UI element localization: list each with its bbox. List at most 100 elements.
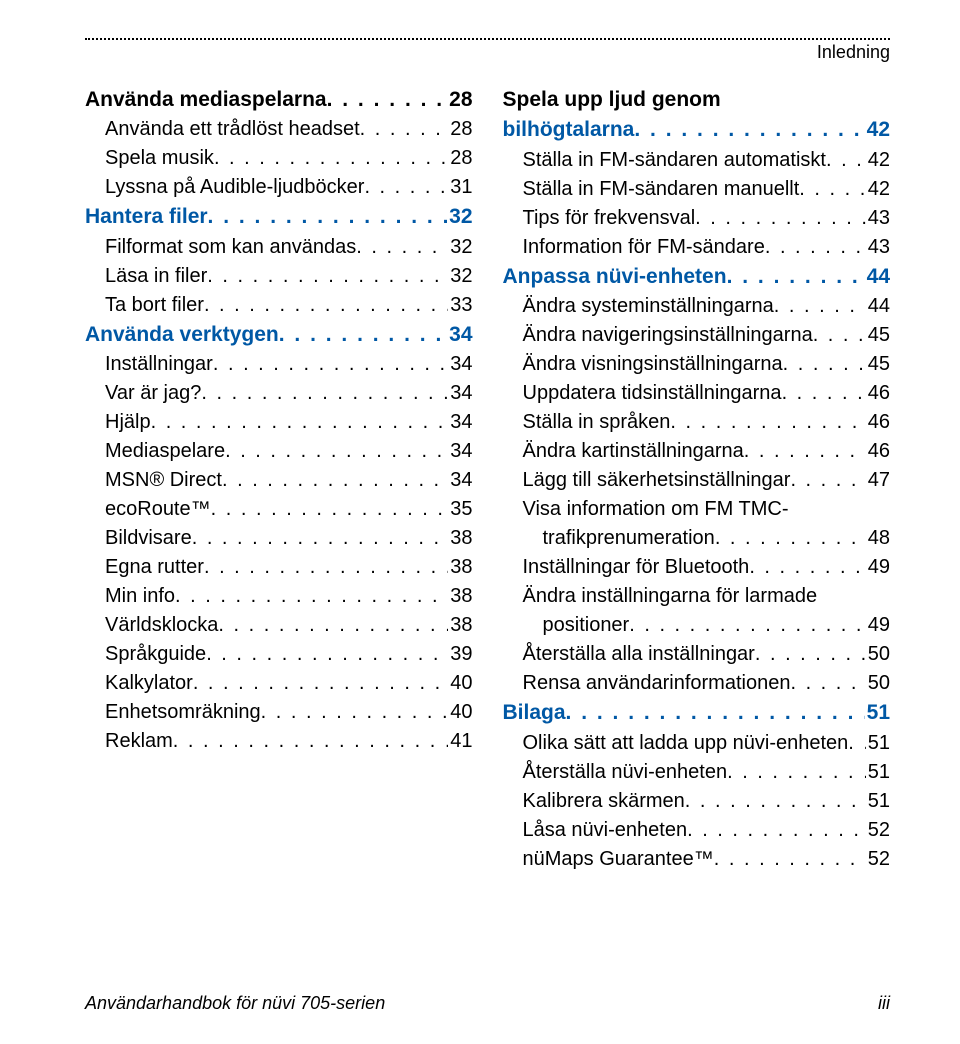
toc-dot-leader: . . . . . . . . . . . . . . . . . . . . … (204, 553, 448, 582)
toc-entry-page: 42 (866, 175, 890, 204)
toc-entry-page: 46 (866, 379, 890, 408)
toc-dot-leader: . . . . . . . . . . . . . . . . . . . . … (813, 321, 866, 350)
toc-section-heading: bilhögtalarna. . . . . . . . . . . . . .… (503, 115, 891, 145)
toc-entry-text: Mediaspelare (105, 437, 225, 466)
toc-entry-page: 52 (866, 845, 890, 874)
toc-entry-text: ecoRoute™ (105, 495, 211, 524)
toc-entry-page: 38 (448, 524, 472, 553)
toc-dot-leader: . . . . . . . . . . . . . . . . . . . . … (360, 115, 449, 144)
toc-entry-text: Ställa in FM-sändaren manuellt (523, 175, 800, 204)
toc-dot-leader: . . . . . . . . . . . . . . . . . . . . … (685, 787, 866, 816)
toc-entry-page: 51 (866, 758, 890, 787)
toc-entry: Var är jag?. . . . . . . . . . . . . . .… (85, 379, 473, 408)
toc-entry: Olika sätt att ladda upp nüvi-enheten. .… (503, 729, 891, 758)
toc-entry-text: Reklam (105, 727, 173, 756)
toc-entry: Ändra navigeringsinställningarna. . . . … (503, 321, 891, 350)
toc-dot-leader: . . . . . . . . . . . . . . . . . . . . … (566, 698, 865, 728)
toc-section-heading: Spela upp ljud genom (503, 85, 891, 115)
toc-entry: Mediaspelare. . . . . . . . . . . . . . … (85, 437, 473, 466)
toc-section-heading: Hantera filer. . . . . . . . . . . . . .… (85, 202, 473, 232)
toc-entry-text: Uppdatera tidsinställningarna (523, 379, 782, 408)
toc-dot-leader: . . . . . . . . . . . . . . . . . . . . … (670, 408, 865, 437)
toc-entry: Inställningar. . . . . . . . . . . . . .… (85, 350, 473, 379)
toc-dot-leader: . . . . . . . . . . . . . . . . . . . . … (774, 292, 866, 321)
toc-entry-page: 48 (866, 524, 890, 553)
toc-dot-leader: . . . . . . . . . . . . . . . . . . . . … (790, 466, 865, 495)
toc-entry-page: 52 (866, 816, 890, 845)
toc-entry: Ändra kartinställningarna. . . . . . . .… (503, 437, 891, 466)
toc-entry-text: Läsa in filer (105, 262, 207, 291)
toc-entry-text: Spela musik (105, 144, 214, 173)
toc-dot-leader: . . . . . . . . . . . . . . . . . . . . … (695, 204, 866, 233)
toc-dot-leader: . . . . . . . . . . . . . . . . . . . . … (782, 379, 866, 408)
toc-section-heading: Bilaga. . . . . . . . . . . . . . . . . … (503, 698, 891, 728)
toc-section-heading: Använda mediaspelarna. . . . . . . . . .… (85, 85, 473, 115)
header-title: Inledning (85, 42, 890, 63)
toc-dot-leader: . . . . . . . . . . . . . . . . . . . . … (206, 640, 448, 669)
toc-entry: Reklam. . . . . . . . . . . . . . . . . … (85, 727, 473, 756)
toc-entry-page: 34 (448, 350, 472, 379)
toc-entry-text: Visa information om FM TMC- (523, 495, 789, 524)
toc-entry-text: Ändra kartinställningarna (523, 437, 744, 466)
toc-entry-text: Återställa nüvi-enheten (523, 758, 728, 787)
footer-right: iii (878, 993, 890, 1014)
toc-right-column: Spela upp ljud genombilhögtalarna. . . .… (503, 85, 891, 874)
toc-dot-leader: . . . . . . . . . . . . . . . . . . . . … (799, 175, 865, 204)
toc-entry-page: 40 (448, 698, 472, 727)
toc-entry-text: Egna rutter (105, 553, 204, 582)
toc-entry-text: Ställa in språken (523, 408, 671, 437)
toc-dot-leader: . . . . . . . . . . . . . . . . . . . . … (727, 262, 865, 292)
toc-dot-leader: . . . . . . . . . . . . . . . . . . . . … (175, 582, 448, 611)
toc-entry: Spela musik. . . . . . . . . . . . . . .… (85, 144, 473, 173)
toc-entry-page: 43 (866, 204, 890, 233)
toc-dot-leader: . . . . . . . . . . . . . . . . . . . . … (714, 845, 866, 874)
toc-dot-leader: . . . . . . . . . . . . . . . . . . . . … (207, 262, 448, 291)
toc-entry-text: Återställa alla inställningar (523, 640, 755, 669)
toc-entry-text: positioner (543, 611, 630, 640)
toc-entry: Låsa nüvi-enheten. . . . . . . . . . . .… (503, 816, 891, 845)
toc-entry: Kalibrera skärmen. . . . . . . . . . . .… (503, 787, 891, 816)
toc-entry-text: nüMaps Guarantee™ (523, 845, 714, 874)
toc-dot-leader: . . . . . . . . . . . . . . . . . . . . … (279, 320, 447, 350)
toc-entry: Återställa nüvi-enheten. . . . . . . . .… (503, 758, 891, 787)
toc-entry-page: 32 (448, 262, 472, 291)
toc-entry: Ändra systeminställningarna. . . . . . .… (503, 292, 891, 321)
toc-dot-leader: . . . . . . . . . . . . . . . . . . . . … (715, 524, 866, 553)
toc-entry: Information för FM-sändare. . . . . . . … (503, 233, 891, 262)
toc-entry-text: Kalkylator (105, 669, 193, 698)
toc-entry: Filformat som kan användas. . . . . . . … (85, 233, 473, 262)
toc-entry: Lägg till säkerhetsinställningar. . . . … (503, 466, 891, 495)
toc-entry: Läsa in filer. . . . . . . . . . . . . .… (85, 262, 473, 291)
toc-entry: Ändra inställningarna för larmade (503, 582, 891, 611)
toc-entry-text: Använda ett trådlöst headset (105, 115, 360, 144)
toc-dot-leader: . . . . . . . . . . . . . . . . . . . . … (218, 611, 448, 640)
toc-dot-leader: . . . . . . . . . . . . . . . . . . . . … (364, 173, 448, 202)
toc-entry-text: Ändra visningsinställningarna (523, 350, 783, 379)
toc-dot-leader: . . . . . . . . . . . . . . . . . . . . … (356, 233, 448, 262)
toc-entry-text: Inställningar (105, 350, 213, 379)
toc-entry: Rensa användarinformationen. . . . . . .… (503, 669, 891, 698)
toc-entry-text: Ställa in FM-sändaren automatiskt (523, 146, 826, 175)
toc-entry: Uppdatera tidsinställningarna. . . . . .… (503, 379, 891, 408)
toc-dot-leader: . . . . . . . . . . . . . . . . . . . . … (687, 816, 866, 845)
toc-entry-page: 46 (866, 437, 890, 466)
toc-entry-text: Världsklocka (105, 611, 218, 640)
header-rule (85, 38, 890, 40)
toc-dot-leader: . . . . . . . . . . . . . . . . . . . . … (629, 611, 866, 640)
toc-entry-text: Bilaga (503, 698, 566, 728)
toc-entry: Enhetsomräkning. . . . . . . . . . . . .… (85, 698, 473, 727)
toc-entry: Tips för frekvensval. . . . . . . . . . … (503, 204, 891, 233)
toc-entry: Hjälp. . . . . . . . . . . . . . . . . .… (85, 408, 473, 437)
toc-entry-page: 41 (448, 727, 472, 756)
toc-dot-leader: . . . . . . . . . . . . . . . . . . . . … (634, 115, 864, 145)
toc-entry: Ta bort filer. . . . . . . . . . . . . .… (85, 291, 473, 320)
toc-entry-text: Lägg till säkerhetsinställningar (523, 466, 791, 495)
toc-entry-text: Hantera filer (85, 202, 208, 232)
toc-entry-page: 44 (866, 292, 890, 321)
toc-section-heading: Anpassa nüvi-enheten. . . . . . . . . . … (503, 262, 891, 292)
toc-dot-leader: . . . . . . . . . . . . . . . . . . . . … (225, 437, 448, 466)
toc-entry-text: Ändra inställningarna för larmade (523, 582, 818, 611)
toc-entry-page: 40 (448, 669, 472, 698)
toc-dot-leader: . . . . . . . . . . . . . . . . . . . . … (755, 640, 866, 669)
toc-dot-leader: . . . . . . . . . . . . . . . . . . . . … (790, 669, 865, 698)
